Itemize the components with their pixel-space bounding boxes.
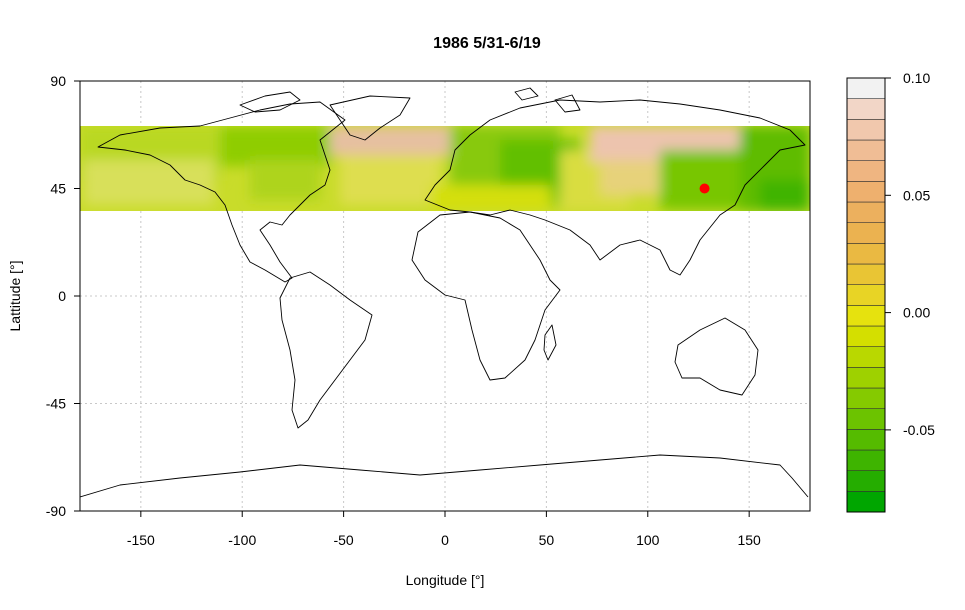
antarctica-outline: [80, 454, 809, 498]
colorbar-cell: [846, 222, 886, 244]
colorbar-tick-label: -0.05: [903, 422, 935, 438]
colorbar-cell: [846, 139, 886, 161]
colorbar-cell: [846, 325, 886, 347]
x-tick-label: 100: [636, 532, 660, 548]
arctic-islands-outline: [239, 91, 301, 113]
y-axis: -90 -45 0 45 90: [46, 73, 80, 519]
colorbar-cell: [846, 119, 886, 141]
colorbar-tick-label: 0.10: [903, 70, 930, 86]
south-america-outline: [279, 271, 373, 429]
colorbar-cell: [846, 305, 886, 327]
x-axis-label: Longitude [°]: [406, 572, 485, 588]
madagascar-outline: [543, 324, 557, 361]
y-tick-label: 45: [50, 181, 66, 197]
colorbar-cell: [846, 491, 886, 513]
colorbar-cell: [846, 160, 886, 182]
band-field: [80, 126, 810, 211]
novaya-zemlya-outline: [554, 94, 581, 113]
greenland-outline: [329, 95, 411, 141]
x-tick-label: -100: [228, 532, 256, 548]
australia-outline: [674, 317, 759, 396]
region-greenland: [330, 126, 450, 156]
region-mediterranean: [430, 185, 550, 211]
chart-title: 1986 5/31-6/19: [433, 35, 541, 52]
y-tick-label: -45: [46, 396, 66, 412]
colorbar-cell: [846, 429, 886, 451]
region-ne-china: [660, 150, 740, 210]
y-axis-label: Lattitude [°]: [7, 261, 23, 332]
region-canada-south: [250, 160, 320, 200]
colorbar-ticks: 0.10 0.05 0.00 -0.05: [885, 70, 935, 438]
colorbar-cell: [846, 243, 886, 265]
colorbar-tick-label: 0.05: [903, 187, 930, 203]
colorbar-cell: [846, 263, 886, 285]
x-tick-label: -50: [333, 532, 353, 548]
colorbar-cell: [846, 470, 886, 492]
coastlines: [80, 87, 809, 498]
region-canada: [220, 126, 330, 166]
x-tick-label: 150: [737, 532, 761, 548]
x-tick-label: 0: [441, 532, 449, 548]
region-pacific-east: [760, 180, 810, 211]
colorbar-cell: [846, 387, 886, 409]
x-axis: -150 -100 -50 0 50 100 150: [127, 511, 761, 548]
colorbar-cell: [846, 77, 886, 99]
africa-outline: [411, 211, 561, 381]
location-marker: [699, 183, 710, 194]
region-atlantic: [340, 155, 440, 205]
region-pacific: [84, 160, 214, 205]
north-america-outline: [97, 101, 346, 283]
colorbar-cell: [846, 284, 886, 306]
x-tick-label: -150: [127, 532, 155, 548]
eurasia-outline: [424, 99, 806, 276]
y-tick-label: 90: [50, 73, 66, 89]
colorbar-cell: [846, 181, 886, 203]
colorbar-frame: [846, 77, 886, 513]
colorbar-cell: [846, 201, 886, 223]
data-band: [80, 126, 810, 211]
colorbar-cell: [846, 367, 886, 389]
colorbar-cell: [846, 98, 886, 120]
colorbar-cell: [846, 449, 886, 471]
y-tick-label: -90: [46, 503, 66, 519]
colorbar-cell: [846, 346, 886, 368]
colorbar-tick-label: 0.00: [903, 305, 930, 321]
x-tick-label: 50: [539, 532, 555, 548]
colorbar-cell: [846, 408, 886, 430]
svalbard-outline: [514, 87, 539, 101]
colorbar: [846, 77, 886, 513]
y-tick-label: 0: [58, 288, 66, 304]
